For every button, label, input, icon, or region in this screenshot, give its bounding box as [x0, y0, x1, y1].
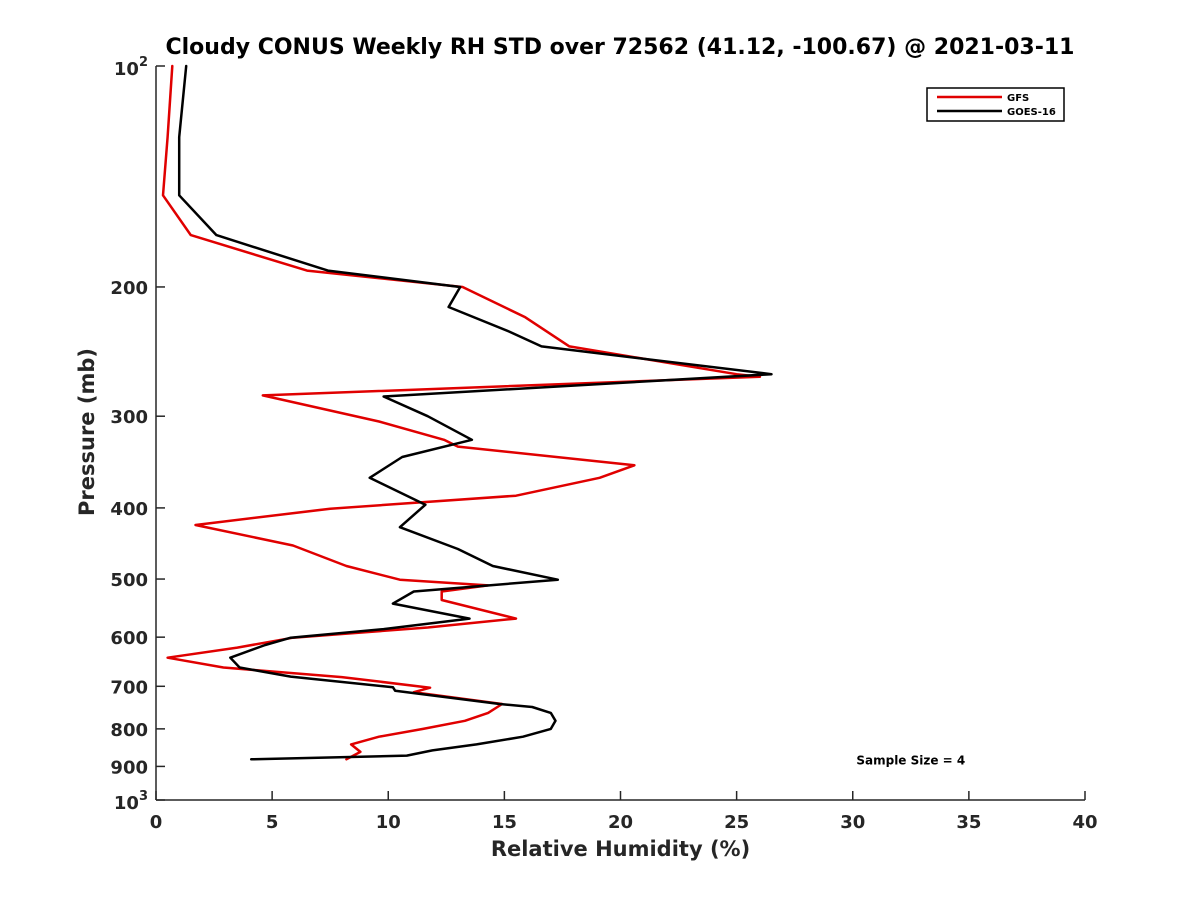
x-tick-label: 35	[956, 812, 981, 833]
y-tick-label: 600	[110, 628, 148, 649]
x-tick-label: 5	[266, 812, 279, 833]
x-tick-label: 20	[608, 812, 633, 833]
x-axis-label: Relative Humidity (%)	[491, 837, 750, 861]
series-line-gfs	[161, 64, 762, 761]
y-axis-label: Pressure (mb)	[75, 348, 99, 516]
x-tick-label: 15	[492, 812, 517, 833]
legend-label-goes16: GOES-16	[1007, 107, 1056, 118]
y-tick-label: 102	[114, 55, 148, 80]
y-tick-label: 700	[110, 677, 148, 698]
y-tick-label: 400	[110, 499, 148, 520]
sample-size-annotation: Sample Size = 4	[856, 753, 965, 767]
legend-box	[926, 87, 1065, 122]
y-tick-label: 900	[110, 757, 148, 778]
legend-label-gfs: GFS	[1007, 93, 1029, 104]
x-tick-label: 40	[1072, 812, 1097, 833]
series-layer	[161, 64, 773, 761]
x-tick-label: 0	[150, 812, 163, 833]
y-tick-label: 500	[110, 570, 148, 591]
x-tick-label: 10	[376, 812, 401, 833]
x-tick-label: 30	[840, 812, 865, 833]
chart-title: Cloudy CONUS Weekly RH STD over 72562 (4…	[166, 35, 1075, 60]
y-tick-label: 300	[110, 407, 148, 428]
axis-ticks: 0 5 10 15 20 25 30 35 40 102 200 300 400 500 600 700 800…	[110, 55, 1097, 833]
x-tick-label: 25	[724, 812, 749, 833]
legend: GFS GOES-16	[926, 87, 1065, 122]
plot-area	[155, 66, 1085, 801]
y-tick-label: 103	[114, 789, 148, 814]
series-line-goes16	[177, 64, 773, 761]
y-tick-label: 200	[110, 278, 148, 299]
y-tick-label: 800	[110, 720, 148, 741]
